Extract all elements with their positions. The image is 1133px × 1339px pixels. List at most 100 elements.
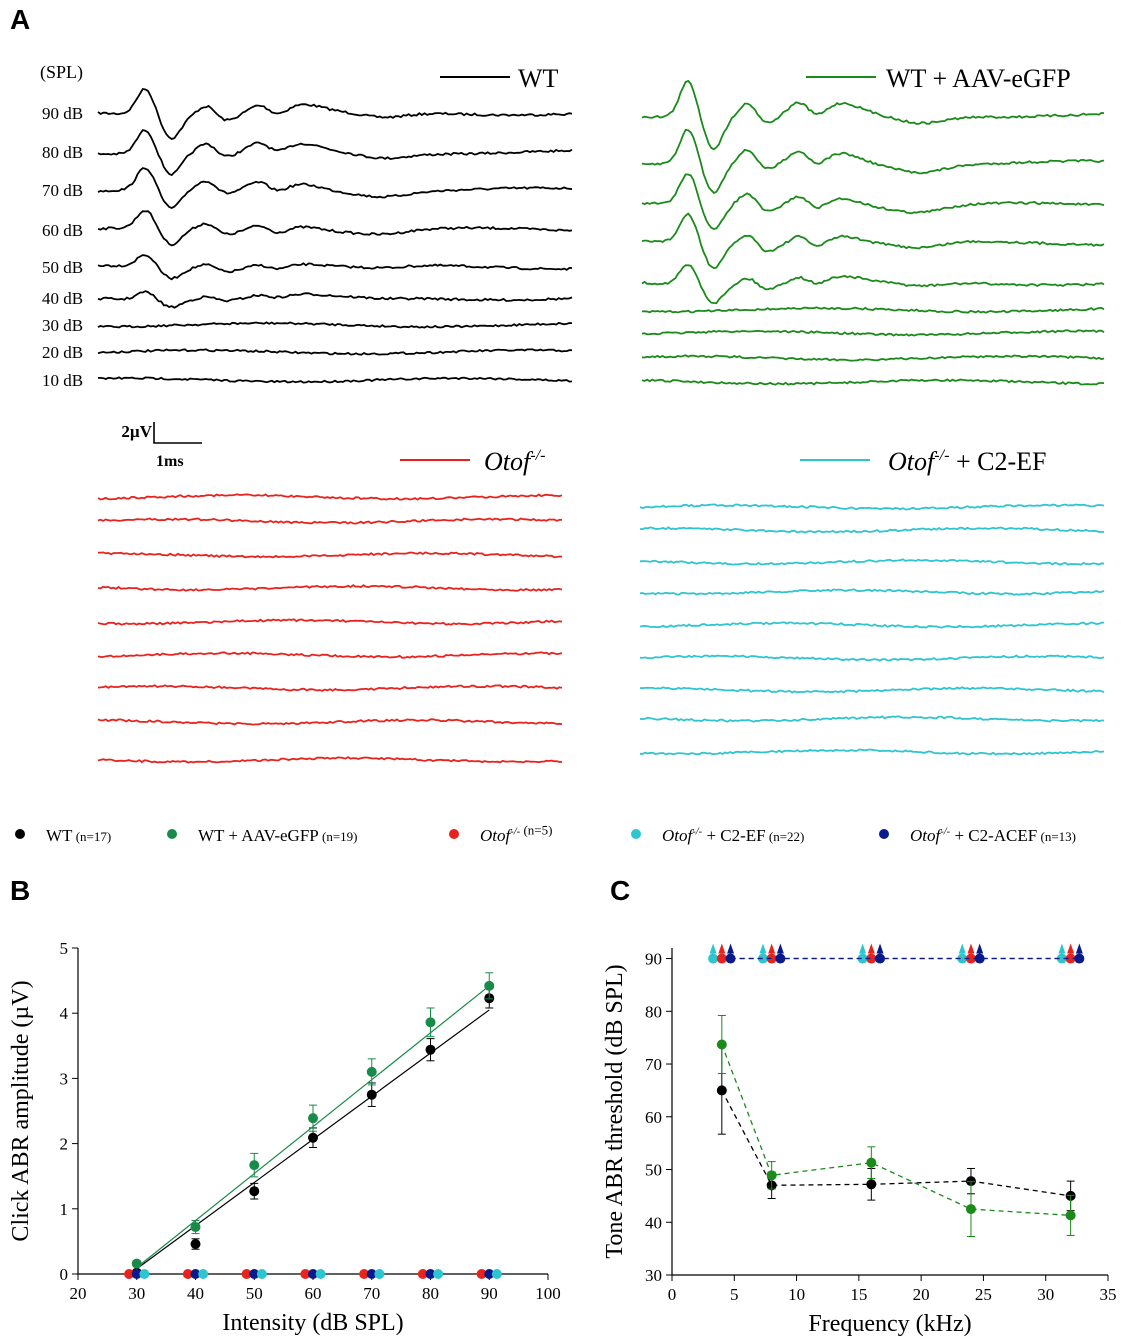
panel-b-label: B xyxy=(10,875,31,906)
y-tick-label: 40 xyxy=(645,1213,662,1232)
y-tick-label: 2 xyxy=(60,1135,69,1154)
x-tick-label: 80 xyxy=(422,1284,439,1303)
abr-trace xyxy=(639,621,1105,629)
legend-item: Otof-/- (n=5) xyxy=(449,823,552,845)
legend-marker xyxy=(167,829,177,839)
data-point xyxy=(374,1269,385,1279)
series-otof-c2-acef xyxy=(725,943,1085,964)
legend-marker xyxy=(15,829,25,839)
abr-trace xyxy=(97,618,563,626)
data-point xyxy=(766,953,777,964)
abr-trace xyxy=(639,654,1105,662)
above-range-arrow xyxy=(967,943,975,954)
above-range-arrow xyxy=(859,943,867,954)
data-point xyxy=(249,1160,260,1171)
data-point xyxy=(425,1269,436,1279)
legend-label: Otof-/- (n=5) xyxy=(480,823,552,845)
data-point xyxy=(1065,953,1076,964)
x-tick-label: 20 xyxy=(913,1285,930,1304)
abr-trace xyxy=(98,376,573,384)
y-tick-label: 4 xyxy=(60,1004,69,1023)
data-point xyxy=(757,953,768,964)
x-tick-label: 90 xyxy=(481,1284,498,1303)
data-point xyxy=(190,1239,201,1250)
abr-trace xyxy=(97,517,563,525)
above-range-arrow xyxy=(709,943,717,954)
data-point xyxy=(484,1269,495,1279)
abr-trace xyxy=(639,503,1105,511)
abr-trace xyxy=(639,715,1104,723)
abr-trace xyxy=(97,584,563,592)
y-tick-label: 50 xyxy=(645,1161,662,1180)
data-point xyxy=(182,1269,193,1279)
data-point xyxy=(775,953,786,964)
data-point xyxy=(491,1269,502,1279)
db-label: 30 dB xyxy=(42,316,83,335)
data-point xyxy=(716,1085,727,1096)
y-axis-label: Click ABR amplitude (µV) xyxy=(8,980,34,1241)
data-point xyxy=(716,1039,727,1050)
data-point xyxy=(131,1258,142,1269)
data-point xyxy=(433,1269,444,1279)
data-point xyxy=(484,980,495,991)
x-tick-label: 100 xyxy=(535,1284,561,1303)
abr-trace xyxy=(97,254,573,281)
data-point xyxy=(766,1170,777,1181)
data-point xyxy=(249,1269,260,1279)
legend-marker xyxy=(879,829,889,839)
abr-trace xyxy=(97,684,563,692)
series-wt xyxy=(131,987,495,1278)
abr-trace xyxy=(97,551,563,559)
data-point xyxy=(866,1157,877,1168)
data-point xyxy=(190,1269,201,1279)
data-point xyxy=(866,953,877,964)
series-otof- xyxy=(716,943,1076,964)
abr-trace xyxy=(97,493,563,501)
x-tick-label: 10 xyxy=(788,1285,805,1304)
x-axis-label: Intensity (dB SPL) xyxy=(222,1310,403,1336)
data-point xyxy=(866,1179,877,1190)
data-point xyxy=(965,953,976,964)
x-tick-label: 40 xyxy=(187,1284,204,1303)
data-point xyxy=(1065,1210,1076,1221)
above-range-arrow xyxy=(867,943,875,954)
db-label: 90 dB xyxy=(42,104,83,123)
above-range-arrow xyxy=(976,943,984,954)
y-tick-label: 80 xyxy=(645,1002,662,1021)
abr-trace xyxy=(97,651,563,659)
legend-item: WT (n=17) xyxy=(15,826,111,845)
legend: WT (n=17) WT + AAV-eGFP (n=19) Otof-/- (n=… xyxy=(15,823,1076,845)
above-range-arrow xyxy=(1058,943,1066,954)
data-point xyxy=(1074,953,1085,964)
scale-bar-time: 1ms xyxy=(156,453,184,470)
data-point xyxy=(965,1176,976,1187)
abr-trace xyxy=(641,212,1105,270)
trace-group-wt: WT xyxy=(97,64,573,384)
data-point xyxy=(241,1269,252,1279)
x-tick-label: 50 xyxy=(246,1284,263,1303)
abr-trace xyxy=(97,87,573,140)
legend-label: Otof-/- + C2-EF (n=22) xyxy=(662,826,804,845)
data-point xyxy=(190,1222,201,1233)
data-point xyxy=(308,1132,318,1143)
abr-trace xyxy=(641,329,1105,337)
above-range-arrow xyxy=(1067,943,1075,954)
data-point xyxy=(315,1269,326,1279)
abr-trace xyxy=(97,290,573,309)
above-range-arrow xyxy=(1075,943,1083,954)
above-range-arrow xyxy=(958,943,966,954)
data-point xyxy=(725,953,736,964)
data-point xyxy=(308,1113,318,1124)
series-otof- xyxy=(124,1269,487,1279)
x-tick-label: 30 xyxy=(128,1284,145,1303)
data-point xyxy=(857,953,868,964)
abr-trace xyxy=(97,321,573,329)
data-point xyxy=(359,1269,370,1279)
trace-group-label: WT xyxy=(518,64,559,93)
data-point xyxy=(425,1017,436,1028)
x-tick-label: 70 xyxy=(363,1284,380,1303)
abr-trace xyxy=(641,306,1105,314)
abr-trace xyxy=(639,748,1105,756)
